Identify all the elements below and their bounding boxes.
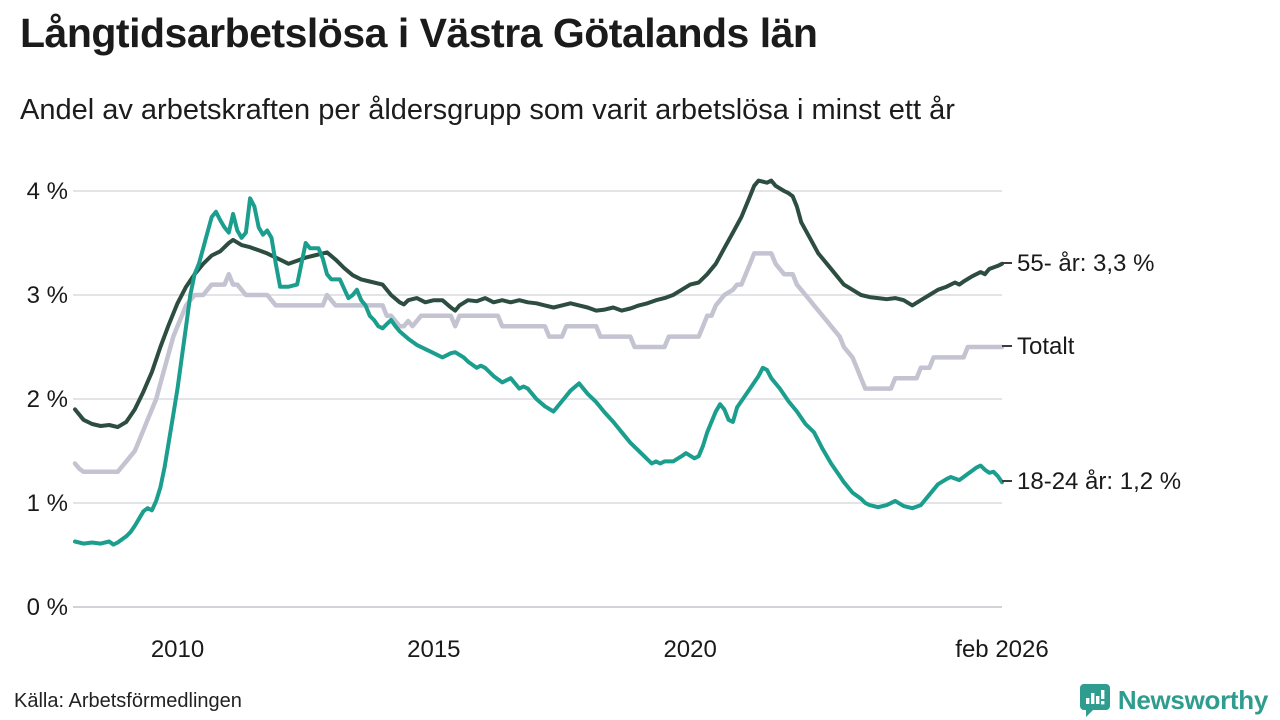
- chart-subtitle: Andel av arbetskraften per åldersgrupp s…: [20, 94, 955, 126]
- label-tick: [1002, 344, 1012, 348]
- x-tick-label: 2015: [407, 636, 460, 663]
- series-end-label-text: 55- år: 3,3 %: [1017, 250, 1155, 277]
- y-tick-label: 0 %: [27, 594, 68, 621]
- source-note: Källa: Arbetsförmedlingen: [14, 690, 242, 712]
- y-tick-label: 4 %: [27, 178, 68, 205]
- series-end-label-text: 18-24 år: 1,2 %: [1017, 468, 1182, 495]
- newsworthy-logo-icon: [1079, 684, 1110, 717]
- y-tick-label: 2 %: [27, 386, 68, 413]
- newsworthy-logo-text: Newsworthy: [1117, 684, 1268, 715]
- y-tick-label: 1 %: [27, 490, 68, 517]
- series-line-2: [73, 196, 1004, 547]
- series-end-label-totalt: Totalt: [1002, 331, 1074, 363]
- newsworthy-logo: Newsworthy: [1079, 683, 1268, 717]
- y-tick-label: 3 %: [27, 282, 68, 309]
- label-tick: [1002, 261, 1012, 265]
- series-line-1: [72, 251, 1005, 475]
- page-title: Långtidsarbetslösa i Västra Götalands lä…: [20, 10, 818, 56]
- x-tick-label: 2020: [663, 636, 716, 663]
- series-end-label-55: 55- år: 3,3 %: [1002, 248, 1154, 280]
- series-end-label-18-24: 18-24 år: 1,2 %: [1002, 466, 1181, 498]
- series-end-label-text: Totalt: [1017, 333, 1075, 360]
- series-line-0: [73, 178, 1004, 430]
- x-tick-label: feb 2026: [955, 636, 1048, 663]
- x-tick-label: 2010: [151, 636, 204, 663]
- label-tick: [1002, 479, 1012, 483]
